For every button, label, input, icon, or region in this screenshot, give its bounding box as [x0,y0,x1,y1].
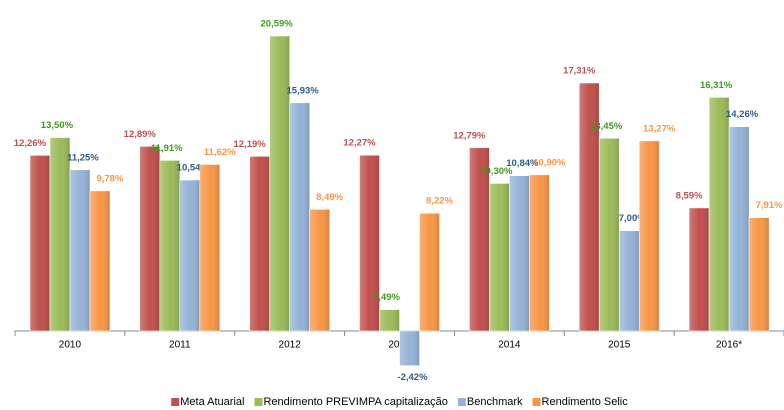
bar-shade [689,207,710,331]
value-label: 15,93% [287,85,320,96]
value-label: 10,30% [480,166,513,177]
legend-swatch [532,398,541,406]
bar-shade [419,213,440,331]
value-label: 1,49% [373,292,400,303]
legend-swatch [171,398,180,406]
value-label: 12,89% [124,129,157,140]
bar-shade [69,169,90,331]
legend-label: Meta Atuarial [180,396,244,408]
bar-shade [289,102,310,332]
bar-shade [509,175,530,331]
legend-label: Rendimento PREVIMPA capitalização [263,396,447,408]
legend-swatch [254,398,263,406]
bar-shade [159,160,180,331]
value-label: 11,62% [204,147,236,158]
bar-shade [619,230,640,331]
value-label: 13,50% [41,120,74,131]
x-tick-label: 2010 [59,340,82,351]
bar-shade [529,174,550,331]
legend-swatch [457,398,466,406]
bar-shade [139,146,160,331]
bar-shade [639,140,660,331]
legend-label: Benchmark [467,396,523,408]
bar-shade [179,179,200,331]
bar-shade [89,190,110,331]
value-label: 10,84% [506,158,539,169]
bar-shade [579,82,600,331]
bar-shade [29,155,50,331]
value-label: 12,19% [234,139,267,150]
bar-shade [599,138,620,331]
value-label: 17,31% [563,66,596,77]
bar-shade [379,309,400,331]
value-label: 7,91% [756,200,783,211]
bar-shade [729,126,750,332]
value-label: -2,42% [397,372,428,383]
x-tick-label: 2012 [279,340,302,351]
value-label: 13,27% [643,123,676,134]
value-label: 9,78% [96,173,123,184]
value-label: 12,79% [453,130,486,141]
bar-shade [49,137,70,331]
value-label: 12,27% [343,138,376,149]
value-label: 11,25% [67,152,99,163]
bar-shade [249,156,270,331]
value-label: 14,26% [726,109,759,120]
value-label: 8,59% [676,190,703,201]
x-tick-label: 2016* [716,340,742,351]
x-tick-label: 2011 [169,340,191,351]
x-tick-label: 2015 [608,340,631,351]
value-label: 13,45% [590,121,623,132]
value-label: 8,22% [426,196,453,207]
bar-shade [399,331,420,366]
bar-shade [489,183,510,331]
bar-shade [269,36,290,331]
legend-label: Rendimento Selic [542,396,629,408]
value-label: 10,54% [177,163,210,174]
value-label: 10,90% [533,157,566,168]
value-label: 8,49% [316,192,343,203]
legend: Meta Atuarial Rendimento PREVIMPA capital… [171,396,628,408]
value-label: 16,31% [700,80,733,91]
bar-shade [469,147,490,331]
value-label: 12,26% [14,138,47,149]
value-label: 20,59% [261,19,294,30]
bar-shade [309,209,330,331]
bar-shade [199,164,220,331]
value-label: 7,00% [619,213,646,224]
bar-shade [359,155,380,331]
bar-shade [709,97,730,331]
x-tick-label: 2014 [498,340,521,351]
value-label: 11,91% [151,143,183,154]
bar-shade [749,217,770,331]
